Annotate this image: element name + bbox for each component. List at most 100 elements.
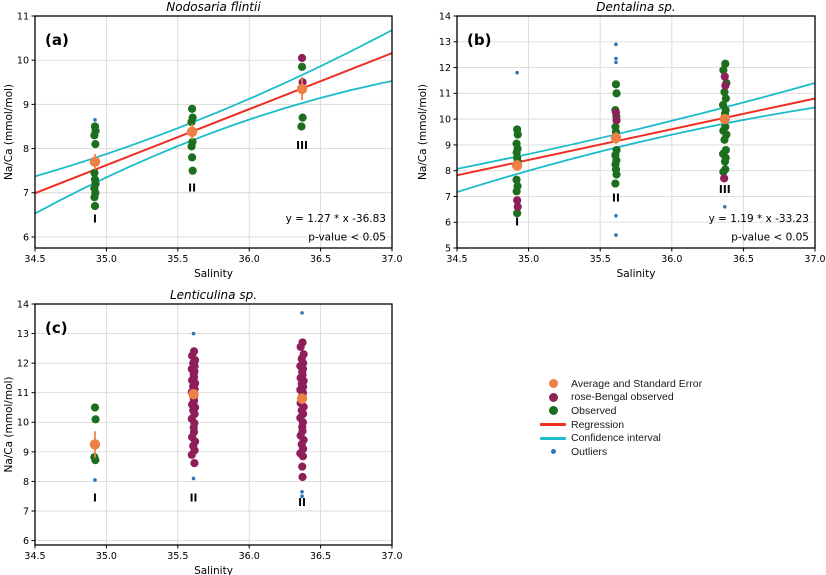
y-tick-label: 11: [17, 11, 29, 22]
rose-bengal-point: [298, 452, 308, 461]
average-point: [296, 393, 308, 404]
rose-bengal-point: [721, 81, 730, 90]
y-tick-label: 5: [445, 243, 451, 254]
legend-label-regression: Regression: [571, 418, 625, 431]
observed-point: [721, 94, 730, 103]
x-tick-label: 37.0: [381, 551, 402, 562]
legend-marker-average: [535, 379, 571, 389]
observed-point: [611, 179, 620, 188]
x-tick-label: 37.0: [381, 254, 402, 265]
outlier-point: [614, 233, 618, 237]
y-tick-label: 14: [439, 11, 451, 22]
x-tick-label: 36.5: [310, 254, 331, 265]
y-tick-label: 6: [23, 536, 29, 547]
outlier-point: [722, 204, 727, 209]
rose-bengal-point: [611, 108, 621, 117]
legend-marker-confidence-interval: [535, 436, 571, 440]
rose-bengal-point: [720, 174, 729, 183]
average-point: [511, 160, 523, 171]
x-tick-label: 34.5: [446, 254, 467, 265]
average-point: [719, 113, 730, 125]
confidence-interval-line: [34, 29, 393, 178]
average-point: [296, 83, 308, 95]
observed-point: [612, 89, 621, 98]
y-tick-label: 10: [17, 418, 29, 429]
x-axis-label: Salinity: [617, 268, 656, 280]
y-tick-label: 9: [445, 140, 451, 151]
regression-equation: y = 1.19 * x -33.23: [709, 213, 809, 225]
station-label: III: [719, 184, 731, 196]
x-tick-label: 34.5: [24, 254, 45, 265]
average-point: [610, 132, 622, 144]
legend-marker-regression: [535, 423, 571, 427]
outlier-point: [300, 311, 304, 315]
x-tick-label: 36.5: [733, 254, 754, 265]
y-tick-label: 11: [17, 388, 29, 399]
x-tick-label: 35.0: [518, 254, 539, 265]
y-tick-label: 11: [439, 89, 451, 100]
x-axis-label: Salinity: [194, 565, 233, 575]
observed-point: [513, 209, 522, 218]
observed-point: [513, 130, 522, 139]
x-tick-label: 36.5: [310, 551, 331, 562]
average-point: [89, 156, 101, 168]
station-label: II: [188, 182, 196, 194]
confidence-interval-line-swatch: [540, 436, 566, 440]
observed-point: [91, 456, 100, 465]
legend-item-outliers: Outliers: [535, 445, 785, 459]
average-point: [89, 439, 101, 450]
outlier-point: [93, 118, 97, 122]
y-tick-label: 13: [17, 329, 29, 340]
y-tick-label: 8: [23, 144, 29, 155]
legend-label-confidence-interval: Confidence interval: [571, 432, 661, 445]
rose-bengal-point: [190, 458, 199, 468]
observed-point: [719, 167, 728, 177]
rose-bengal-point: [513, 202, 522, 211]
station-label: II: [298, 497, 306, 509]
figure-legend: Average and Standard Error rose-Bengal ob…: [535, 377, 785, 459]
legend-item-regression: Regression: [535, 418, 785, 432]
legend-label-average: Average and Standard Error: [571, 377, 703, 390]
outlier-point: [614, 60, 618, 65]
y-tick-label: 9: [23, 100, 29, 111]
legend-item-rose-bengal: rose-Bengal observed: [535, 391, 785, 405]
average-point: [188, 388, 199, 400]
observed-point: [187, 142, 196, 151]
x-tick-label: 37.0: [804, 254, 825, 265]
y-axis-label: Na/Ca (mmol/mol): [3, 376, 15, 472]
plot-frame: [34, 15, 393, 249]
observed-point: [187, 153, 197, 162]
y-axis-label: Na/Ca (mmol/mol): [417, 84, 429, 180]
panel-title: Lenticulina sp.: [170, 290, 257, 302]
regression-equation: y = 1.27 * x -36.83: [286, 213, 386, 225]
rose-bengal-point: [298, 472, 307, 482]
y-tick-label: 9: [23, 447, 29, 458]
observed-point: [90, 131, 99, 140]
rose-bengal-point: [298, 462, 307, 471]
p-value-text: p-value < 0.05: [308, 232, 386, 244]
regression-line: [34, 52, 393, 195]
y-tick-label: 6: [23, 232, 29, 243]
observed-point: [298, 113, 307, 122]
confidence-interval-line: [456, 106, 816, 193]
confidence-interval-line: [34, 80, 393, 215]
y-tick-label: 13: [439, 37, 451, 48]
rose-bengal-point: [296, 342, 305, 351]
panel-chart-a: I II III 34.5 35.0 35.5 36.0 36.5 37.0 6 7 8 9 10 11 No…: [0, 0, 410, 290]
legend-item-average: Average and Standard Error: [535, 377, 785, 391]
y-tick-label: 7: [445, 192, 451, 203]
observed-point: [187, 117, 196, 127]
panel-title: Nodosaria flintii: [166, 0, 261, 14]
observed-point: [720, 87, 729, 97]
rose-bengal-dot-icon: [548, 392, 558, 402]
rose-bengal-point: [187, 450, 196, 459]
observed-point: [188, 166, 197, 175]
y-tick-label: 14: [17, 299, 29, 310]
x-tick-label: 35.0: [96, 254, 117, 265]
regression-line-swatch: [540, 423, 566, 427]
x-tick-label: 35.0: [96, 551, 117, 562]
rose-bengal-point: [612, 116, 621, 125]
outlier-point: [191, 331, 196, 336]
observed-point: [90, 168, 99, 177]
